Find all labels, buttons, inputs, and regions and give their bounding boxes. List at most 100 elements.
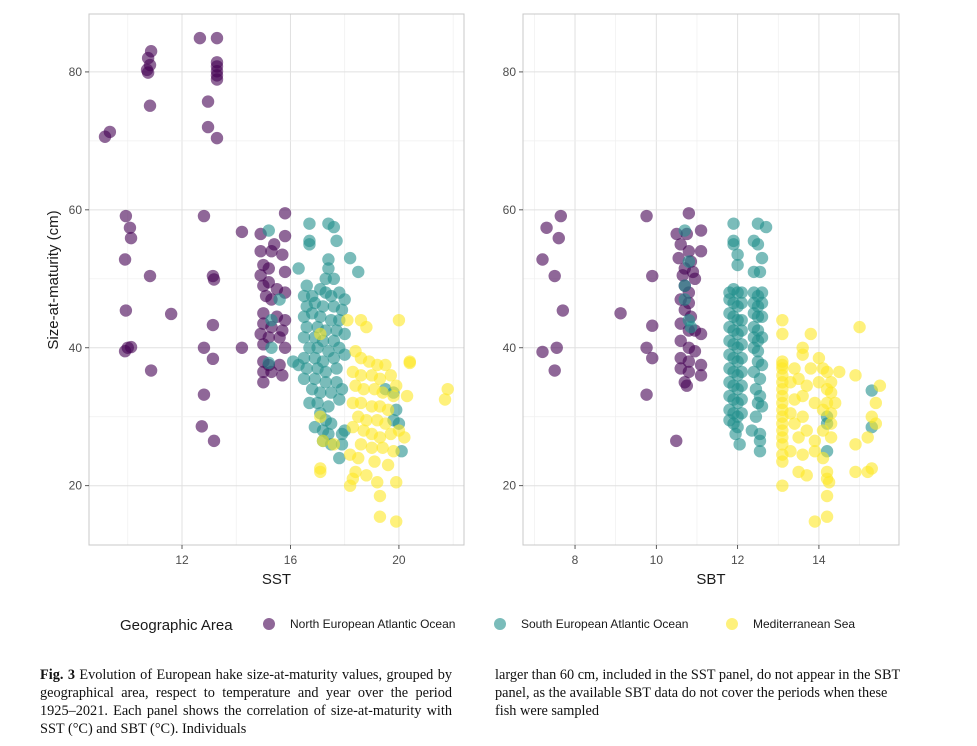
y-axis-title: Size-at-maturity (cm)	[45, 210, 62, 349]
data-point-north-european-atlantic-ocean	[540, 221, 553, 234]
data-point-mediterranean-sea	[861, 431, 874, 444]
data-point-north-european-atlantic-ocean	[548, 269, 561, 283]
x-axis-title: SST	[262, 571, 291, 588]
data-point-mediterranean-sea	[804, 362, 817, 375]
data-point-mediterranean-sea	[776, 479, 789, 492]
data-point-south-european-atlantic-ocean	[327, 220, 341, 234]
data-point-north-european-atlantic-ocean	[195, 420, 208, 433]
data-point-north-european-atlantic-ocean	[119, 304, 133, 317]
data-point-south-european-atlantic-ocean	[330, 234, 343, 248]
data-point-south-european-atlantic-ocean	[755, 251, 769, 265]
x-tick-label: 8	[572, 553, 579, 567]
data-point-mediterranean-sea	[314, 410, 327, 423]
data-point-south-european-atlantic-ocean	[684, 320, 698, 334]
x-tick-label: 14	[812, 553, 826, 567]
x-tick-label: 12	[731, 553, 745, 567]
data-point-north-european-atlantic-ocean	[206, 318, 220, 332]
data-point-north-european-atlantic-ocean	[640, 388, 653, 401]
data-point-mediterranean-sea	[776, 438, 789, 451]
data-point-south-european-atlantic-ocean	[322, 262, 335, 275]
data-point-south-european-atlantic-ocean	[324, 386, 338, 399]
data-point-north-european-atlantic-ocean	[694, 327, 708, 341]
data-point-north-european-atlantic-ocean	[556, 304, 570, 317]
y-tick-label: 60	[69, 203, 83, 217]
data-point-north-european-atlantic-ocean	[276, 248, 289, 261]
data-point-mediterranean-sea	[403, 356, 416, 370]
data-point-north-european-atlantic-ocean	[119, 209, 133, 223]
data-point-mediterranean-sea	[812, 376, 826, 389]
data-point-south-european-atlantic-ocean	[300, 279, 313, 292]
data-point-south-european-atlantic-ocean	[297, 331, 311, 344]
y-tick-label: 60	[503, 203, 517, 217]
caption-right: larger than 60 cm, included in the SST p…	[495, 667, 901, 719]
legend-label-south-atlantic: South European Atlantic Ocean	[521, 617, 688, 631]
data-point-mediterranean-sea	[822, 476, 836, 489]
data-point-south-european-atlantic-ocean	[338, 293, 351, 306]
legend-title: Geographic Area	[120, 617, 233, 634]
data-point-mediterranean-sea	[812, 351, 826, 365]
data-point-south-european-atlantic-ocean	[755, 286, 769, 299]
data-point-south-european-atlantic-ocean	[297, 351, 311, 365]
data-point-south-european-atlantic-ocean	[759, 220, 773, 234]
legend-key-north-atlantic	[263, 618, 275, 630]
data-point-south-european-atlantic-ocean	[265, 341, 278, 354]
data-point-mediterranean-sea	[849, 369, 862, 382]
x-tick-label: 12	[175, 553, 189, 567]
data-point-south-european-atlantic-ocean	[727, 217, 740, 230]
data-point-north-european-atlantic-ocean	[207, 434, 221, 448]
data-point-mediterranean-sea	[796, 348, 809, 361]
data-point-north-european-atlantic-ocean	[278, 265, 292, 279]
data-point-mediterranean-sea	[314, 465, 327, 479]
data-point-mediterranean-sea	[804, 327, 817, 341]
data-point-north-european-atlantic-ocean	[614, 307, 627, 320]
data-point-mediterranean-sea	[390, 476, 403, 489]
data-point-mediterranean-sea	[869, 396, 883, 410]
data-point-south-european-atlantic-ocean	[735, 351, 748, 365]
data-point-north-european-atlantic-ocean	[123, 221, 137, 234]
data-point-mediterranean-sea	[376, 441, 389, 454]
data-point-north-european-atlantic-ocean	[210, 131, 224, 145]
data-point-north-european-atlantic-ocean	[197, 341, 211, 354]
data-point-mediterranean-sea	[360, 320, 373, 334]
data-point-north-european-atlantic-ocean	[143, 269, 157, 283]
data-point-south-european-atlantic-ocean	[314, 386, 327, 399]
data-point-north-european-atlantic-ocean	[676, 269, 689, 282]
data-point-north-european-atlantic-ocean	[235, 341, 249, 354]
data-point-north-european-atlantic-ocean	[278, 229, 292, 243]
data-point-mediterranean-sea	[368, 455, 381, 468]
data-point-north-european-atlantic-ocean	[273, 331, 286, 344]
data-point-north-european-atlantic-ocean	[640, 209, 653, 223]
data-point-north-european-atlantic-ocean	[278, 313, 292, 327]
data-point-north-european-atlantic-ocean	[278, 341, 292, 354]
data-point-mediterranean-sea	[833, 365, 846, 379]
data-point-north-european-atlantic-ocean	[694, 224, 708, 237]
legend-key-south-atlantic	[494, 618, 506, 630]
data-point-south-european-atlantic-ocean	[319, 365, 332, 379]
data-point-south-european-atlantic-ocean	[338, 327, 351, 341]
data-point-south-european-atlantic-ocean	[343, 251, 357, 265]
data-point-north-european-atlantic-ocean	[118, 345, 132, 358]
data-point-mediterranean-sea	[352, 451, 365, 465]
data-point-south-european-atlantic-ocean	[735, 313, 748, 327]
data-point-north-european-atlantic-ocean	[536, 253, 549, 266]
data-point-south-european-atlantic-ocean	[678, 279, 691, 292]
panel-border	[88, 13, 465, 546]
data-point-mediterranean-sea	[387, 389, 400, 403]
data-point-north-european-atlantic-ocean	[235, 225, 249, 239]
data-point-south-european-atlantic-ocean	[755, 400, 769, 413]
data-point-mediterranean-sea	[327, 438, 341, 451]
data-point-north-european-atlantic-ocean	[210, 31, 224, 45]
data-point-mediterranean-sea	[373, 510, 387, 523]
data-point-south-european-atlantic-ocean	[265, 313, 278, 327]
data-point-mediterranean-sea	[343, 479, 357, 492]
data-point-mediterranean-sea	[873, 379, 887, 392]
data-point-south-european-atlantic-ocean	[755, 310, 769, 323]
data-point-mediterranean-sea	[384, 427, 397, 441]
data-point-south-european-atlantic-ocean	[753, 434, 767, 448]
data-point-south-european-atlantic-ocean	[755, 296, 769, 310]
data-point-mediterranean-sea	[824, 417, 838, 430]
data-point-south-european-atlantic-ocean	[352, 265, 365, 279]
data-point-south-european-atlantic-ocean	[735, 324, 748, 337]
data-point-mediterranean-sea	[853, 320, 866, 334]
data-point-north-european-atlantic-ocean	[254, 269, 267, 282]
